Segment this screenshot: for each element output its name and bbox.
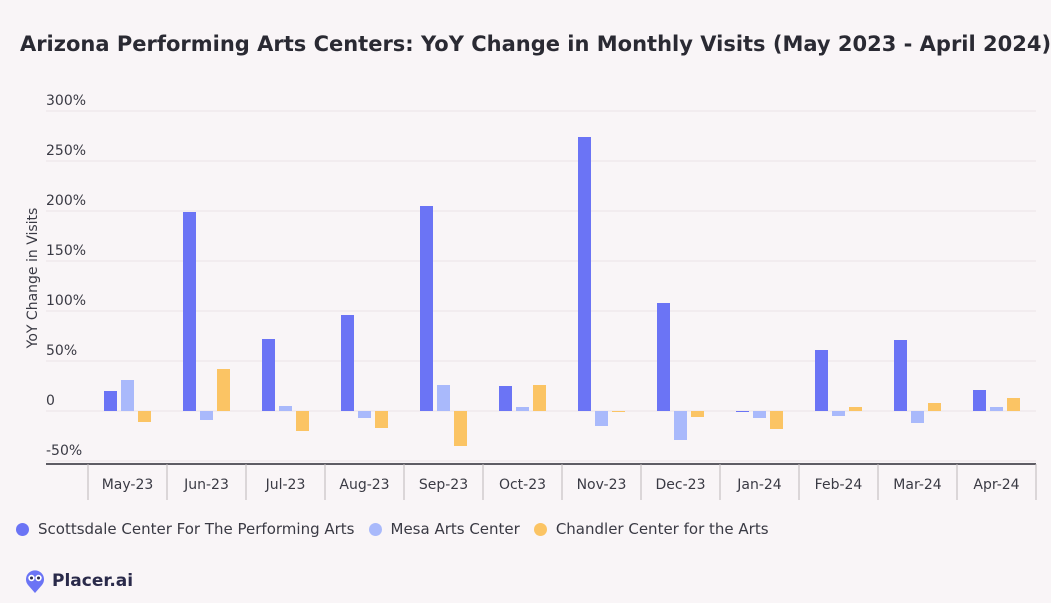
bar-nov-23-series-1[interactable] [578, 137, 591, 411]
bar-feb-24-series-3[interactable] [849, 407, 862, 411]
bar-feb-24-series-1[interactable] [815, 350, 828, 411]
bar-apr-24-series-3[interactable] [1007, 398, 1020, 411]
legend-item-2[interactable]: Mesa Arts Center [368, 520, 520, 538]
bar-jul-23-series-1[interactable] [262, 339, 275, 411]
bar-jan-24-series-1[interactable] [736, 411, 749, 412]
x-tick-label: Feb-24 [815, 477, 863, 493]
x-tick-label: Jun-23 [183, 477, 229, 493]
bar-mar-24-series-1[interactable] [894, 340, 907, 411]
bar-may-23-series-1[interactable] [104, 391, 117, 411]
bar-sep-23-series-3[interactable] [454, 411, 467, 446]
y-tick-label: 200% [46, 193, 86, 209]
bar-aug-23-series-3[interactable] [375, 411, 388, 428]
brand-name: Placer.ai [52, 571, 134, 591]
legend-label: Chandler Center for the Arts [555, 520, 769, 538]
bars [104, 137, 1020, 446]
y-tick-label: 0 [46, 393, 55, 409]
legend-label: Scottsdale Center For The Performing Art… [38, 520, 355, 538]
bar-sep-23-series-1[interactable] [420, 206, 433, 411]
y-tick-label: 250% [46, 143, 86, 159]
bar-nov-23-series-2[interactable] [595, 411, 608, 426]
x-tick-label: Aug-23 [339, 477, 389, 493]
bar-jun-23-series-2[interactable] [200, 411, 213, 420]
bar-dec-23-series-2[interactable] [674, 411, 687, 440]
bar-dec-23-series-3[interactable] [691, 411, 704, 417]
legend-swatch [533, 522, 547, 536]
bar-sep-23-series-2[interactable] [437, 385, 450, 411]
y-axis-ticks: 300% 250% 200% 150% 100% 50% 0 -50% [46, 93, 86, 459]
bar-apr-24-series-2[interactable] [990, 407, 1003, 411]
bar-oct-23-series-3[interactable] [533, 385, 546, 411]
bar-jan-24-series-2[interactable] [753, 411, 766, 418]
bar-oct-23-series-2[interactable] [516, 407, 529, 411]
y-tick-label: -50% [46, 443, 82, 459]
brand-logo: Placer.ai [24, 568, 133, 594]
bar-mar-24-series-3[interactable] [928, 403, 941, 411]
x-tick-label: Mar-24 [893, 477, 941, 493]
bar-aug-23-series-2[interactable] [358, 411, 371, 418]
bar-may-23-series-2[interactable] [121, 380, 134, 411]
y-tick-label: 300% [46, 93, 86, 109]
bar-jun-23-series-3[interactable] [217, 369, 230, 411]
bar-jun-23-series-1[interactable] [183, 212, 196, 411]
bar-mar-24-series-2[interactable] [911, 411, 924, 423]
x-tick-label: May-23 [102, 477, 154, 493]
legend-item-1[interactable]: Scottsdale Center For The Performing Art… [16, 520, 355, 538]
chart-title: Arizona Performing Arts Centers: YoY Cha… [19, 32, 1051, 56]
x-tick-label: Jul-23 [265, 477, 306, 493]
bar-jan-24-series-3[interactable] [770, 411, 783, 429]
x-tick-label: Oct-23 [499, 477, 546, 493]
bar-dec-23-series-1[interactable] [657, 303, 670, 411]
bar-oct-23-series-1[interactable] [499, 386, 512, 411]
x-tick-label: Nov-23 [577, 477, 627, 493]
bar-may-23-series-3[interactable] [138, 411, 151, 422]
x-tick-label: Jan-24 [736, 477, 782, 493]
bar-aug-23-series-1[interactable] [341, 315, 354, 411]
y-axis-title: YoY Change in Visits [25, 208, 41, 350]
placer-owl-icon [26, 570, 44, 593]
gridlines [46, 110, 1036, 462]
y-tick-label: 100% [46, 293, 86, 309]
bar-feb-24-series-2[interactable] [832, 411, 845, 416]
bar-apr-24-series-1[interactable] [973, 390, 986, 411]
x-tick-label: Sep-23 [419, 477, 468, 493]
legend: Scottsdale Center For The Performing Art… [16, 520, 783, 538]
legend-label: Mesa Arts Center [390, 520, 520, 538]
x-axis: May-23 Jun-23 Jul-23 Aug-23 Sep-23 Oct-23 Nov-… [46, 463, 1037, 500]
legend-item-3[interactable]: Chandler Center for the Arts [533, 520, 769, 538]
legend-swatch [368, 522, 382, 536]
x-tick-label: Dec-23 [656, 477, 706, 493]
bar-jul-23-series-2[interactable] [279, 406, 292, 411]
legend-swatch [16, 522, 29, 536]
y-tick-label: 50% [46, 343, 77, 359]
bar-jul-23-series-3[interactable] [296, 411, 309, 431]
x-tick-label: Apr-24 [973, 477, 1019, 493]
y-tick-label: 150% [46, 243, 86, 259]
bar-nov-23-series-3[interactable] [612, 411, 625, 412]
